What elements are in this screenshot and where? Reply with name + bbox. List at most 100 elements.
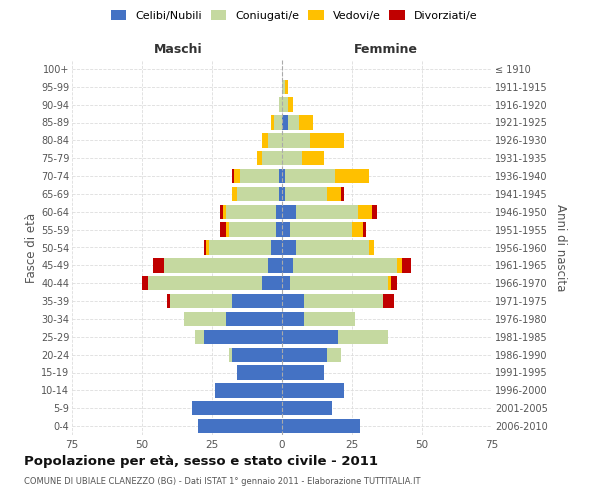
Bar xyxy=(293,258,397,272)
Bar xyxy=(237,187,279,201)
Bar xyxy=(327,348,341,362)
Bar xyxy=(153,258,164,272)
Bar xyxy=(193,401,282,415)
Bar xyxy=(282,401,332,415)
Bar xyxy=(268,258,282,272)
Bar xyxy=(287,116,299,130)
Bar xyxy=(327,187,341,201)
Bar xyxy=(148,276,262,290)
Bar xyxy=(262,276,282,290)
Bar xyxy=(282,204,296,219)
Bar xyxy=(282,258,293,272)
Bar xyxy=(403,258,411,272)
Bar xyxy=(282,383,344,398)
Bar xyxy=(271,240,282,254)
Bar xyxy=(287,98,293,112)
Bar xyxy=(223,204,226,219)
Bar xyxy=(232,348,282,362)
Text: Popolazione per età, sesso e stato civile - 2011: Popolazione per età, sesso e stato civil… xyxy=(24,455,378,468)
Bar xyxy=(282,98,287,112)
Y-axis label: Anni di nascita: Anni di nascita xyxy=(554,204,567,291)
Bar xyxy=(296,240,369,254)
Bar xyxy=(184,312,226,326)
Y-axis label: Fasce di età: Fasce di età xyxy=(25,212,38,282)
Bar xyxy=(209,240,271,254)
Bar xyxy=(282,312,304,326)
Bar xyxy=(282,366,324,380)
Bar xyxy=(282,222,290,237)
Bar xyxy=(232,294,282,308)
Bar xyxy=(285,80,287,94)
Bar xyxy=(282,348,327,362)
Bar xyxy=(277,204,282,219)
Bar xyxy=(299,116,313,130)
Bar xyxy=(290,276,388,290)
Bar xyxy=(215,383,282,398)
Bar xyxy=(282,419,361,433)
Bar xyxy=(363,222,366,237)
Bar xyxy=(282,330,338,344)
Bar xyxy=(229,222,277,237)
Bar xyxy=(290,222,352,237)
Bar xyxy=(279,98,282,112)
Bar xyxy=(383,294,394,308)
Bar xyxy=(164,258,268,272)
Bar xyxy=(341,187,344,201)
Bar xyxy=(371,204,377,219)
Bar xyxy=(282,240,296,254)
Bar xyxy=(237,366,282,380)
Bar xyxy=(282,169,285,183)
Bar xyxy=(226,312,282,326)
Bar xyxy=(226,222,229,237)
Bar xyxy=(206,240,209,254)
Bar xyxy=(282,294,304,308)
Bar xyxy=(268,133,282,148)
Bar xyxy=(282,187,285,201)
Bar xyxy=(203,330,282,344)
Bar xyxy=(279,187,282,201)
Bar xyxy=(282,80,285,94)
Bar xyxy=(220,204,223,219)
Bar xyxy=(282,133,310,148)
Bar xyxy=(310,133,344,148)
Bar xyxy=(262,151,282,166)
Bar xyxy=(235,169,240,183)
Bar xyxy=(277,222,282,237)
Bar xyxy=(232,187,237,201)
Bar xyxy=(397,258,403,272)
Bar xyxy=(229,348,232,362)
Bar xyxy=(282,276,290,290)
Bar xyxy=(170,294,232,308)
Bar xyxy=(274,116,282,130)
Bar xyxy=(338,330,388,344)
Bar xyxy=(198,419,282,433)
Bar xyxy=(257,151,262,166)
Bar xyxy=(271,116,274,130)
Bar xyxy=(304,294,383,308)
Text: Maschi: Maschi xyxy=(154,44,203,57)
Bar xyxy=(391,276,397,290)
Bar xyxy=(352,222,363,237)
Bar xyxy=(279,169,282,183)
Bar xyxy=(285,169,335,183)
Bar xyxy=(226,204,277,219)
Bar xyxy=(358,204,371,219)
Bar xyxy=(304,312,355,326)
Bar xyxy=(282,116,287,130)
Bar xyxy=(296,204,358,219)
Bar xyxy=(335,169,369,183)
Bar xyxy=(220,222,226,237)
Bar xyxy=(285,187,327,201)
Bar xyxy=(262,133,268,148)
Bar xyxy=(388,276,391,290)
Bar xyxy=(282,151,302,166)
Bar xyxy=(369,240,374,254)
Text: COMUNE DI UBIALE CLANEZZO (BG) - Dati ISTAT 1° gennaio 2011 - Elaborazione TUTTI: COMUNE DI UBIALE CLANEZZO (BG) - Dati IS… xyxy=(24,478,421,486)
Bar xyxy=(302,151,324,166)
Text: Femmine: Femmine xyxy=(353,44,418,57)
Bar xyxy=(167,294,170,308)
Legend: Celibi/Nubili, Coniugati/e, Vedovi/e, Divorziati/e: Celibi/Nubili, Coniugati/e, Vedovi/e, Di… xyxy=(106,6,482,25)
Bar xyxy=(240,169,279,183)
Bar xyxy=(142,276,148,290)
Bar xyxy=(203,240,206,254)
